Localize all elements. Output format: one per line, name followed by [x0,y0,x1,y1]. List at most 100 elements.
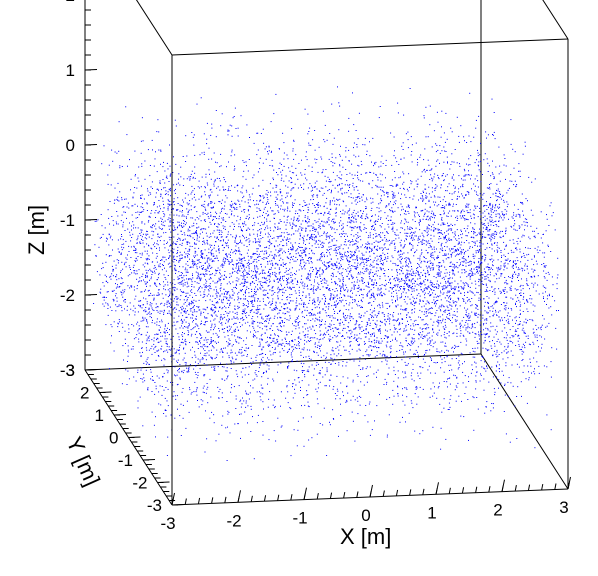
scatter-point [240,371,242,373]
scatter-point [429,307,431,309]
scatter-point [498,354,500,355]
scatter-point [351,331,353,333]
scatter-point [503,217,505,219]
scatter-point [292,386,293,388]
scatter-point [494,242,496,244]
scatter-point [519,268,521,270]
scatter-point [205,176,207,178]
scatter-point [356,257,358,259]
scatter-point [428,201,430,202]
scatter-point [332,165,334,167]
scatter-point [355,358,357,360]
scatter-point [179,344,181,346]
scatter-point [409,88,411,89]
scatter-point [105,280,107,282]
scatter-point [396,361,398,363]
scatter-point [355,323,357,325]
scatter-point [425,308,427,310]
scatter-point [275,203,277,204]
scatter-point [144,266,146,268]
scatter-point [189,303,191,304]
scatter-point [448,331,450,333]
scatter-point [521,256,522,258]
scatter-point [370,197,372,199]
scatter-point [411,231,412,233]
scatter-point [167,206,169,208]
scatter-point [393,201,395,203]
scatter-point [490,326,492,328]
scatter-point [472,213,474,215]
scatter-point [300,246,302,248]
scatter-point [504,327,506,329]
scatter-point [257,171,259,173]
scatter-point [424,188,426,190]
scatter-point [169,201,171,202]
scatter-point [242,305,244,307]
scatter-point [531,298,533,300]
scatter-point [131,272,133,274]
scatter-point [523,292,525,294]
scatter-point [467,286,469,287]
scatter-point [414,308,416,310]
scatter-point [456,332,458,334]
scatter-point [188,302,190,304]
scatter-point [308,203,310,205]
scatter-point [224,226,226,228]
scatter-point [460,212,462,214]
scatter-point [204,200,206,202]
scatter-point [365,251,367,253]
scatter-point [315,235,317,237]
scatter-point [536,336,538,338]
scatter-point [479,380,481,382]
scatter-point [272,309,274,311]
scatter-point [324,310,326,312]
scatter-point [163,261,165,263]
scatter-point [523,255,525,257]
scatter-point [155,345,157,347]
scatter-point [405,356,407,358]
box-edge [84,353,482,371]
scatter-point [222,249,224,251]
scatter-point [303,302,305,304]
scatter-point [478,260,480,262]
scatter-point [162,297,164,299]
scatter-point [188,322,190,324]
scatter-point [107,209,109,211]
scatter-point [444,249,446,251]
scatter-point [210,295,211,297]
scatter-point [340,355,342,357]
scatter-point [476,304,478,306]
scatter-point [398,254,400,256]
scatter-point [373,259,375,261]
scatter-point [287,158,289,160]
scatter-point [475,119,477,121]
scatter-point [358,313,360,315]
scatter-point [309,236,311,238]
scatter-point [207,331,209,333]
scatter-point [259,256,261,257]
scatter-point [386,260,388,262]
scatter-point [193,286,195,288]
scatter-point [161,223,163,225]
scatter-point [201,358,203,360]
scatter-point [144,380,146,382]
scatter-point [424,284,426,286]
scatter-point [143,279,144,281]
scatter-point [303,183,305,185]
scatter-point [311,249,313,251]
scatter-point [250,276,252,278]
scatter-point [392,228,394,230]
scatter-point [339,332,341,334]
scatter-point [326,236,328,238]
scatter-point [479,338,480,340]
scatter-point [268,302,269,304]
scatter-point [118,260,120,262]
scatter-point [291,249,293,251]
scatter-point [403,181,405,183]
scatter-point [352,358,354,360]
scatter-point [155,303,157,305]
scatter-point [413,273,415,275]
scatter-point [145,360,147,362]
scatter-point [163,314,165,315]
scatter-point [449,290,451,292]
